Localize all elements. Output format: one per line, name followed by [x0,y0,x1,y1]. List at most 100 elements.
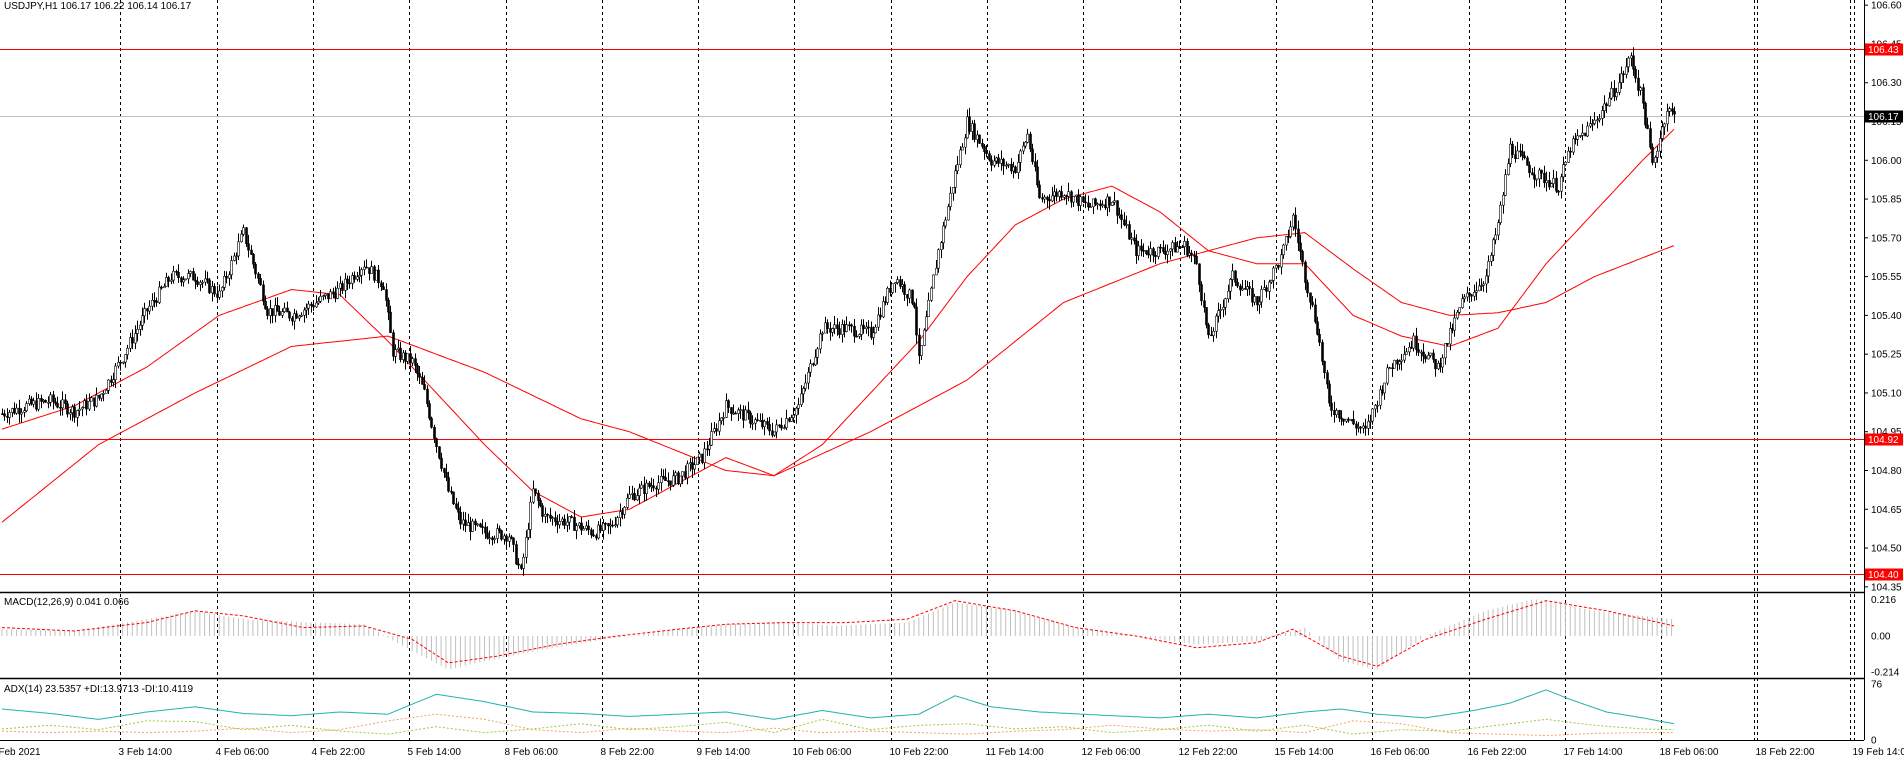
candle-body [387,300,390,313]
candle-body [1067,191,1070,197]
candle-body [177,272,180,278]
candle-body [638,487,641,496]
candle-body [942,225,945,243]
candle-body [476,523,479,526]
candle-body [1473,292,1476,297]
candle-body [802,388,805,395]
candle-body [1260,289,1263,303]
candle-body [228,274,231,279]
candle-body [1014,166,1017,173]
time-label: 8 Feb 06:00 [505,747,559,758]
candle-body [1051,195,1054,202]
current-price-label: 106.17 [1868,112,1899,123]
level-tag-label: 104.92 [1868,435,1899,446]
candle-body [1058,191,1061,197]
candle-body [221,287,224,292]
candle-body [201,281,204,284]
candle-body [517,563,520,566]
candle-body [459,511,462,525]
candle-body [1258,301,1261,306]
current-price-tag [1865,110,1903,123]
candle-body [1084,201,1087,204]
candle-body [242,227,245,235]
candle-body [66,403,69,415]
candle-body [286,307,289,313]
candle-body [1174,242,1177,253]
candle-body [257,273,260,279]
candle-body [599,524,602,531]
candle-body [1371,408,1374,422]
candle-body [445,472,448,478]
candle-body [1456,311,1459,319]
candle-body [566,521,569,526]
candle-body [1362,425,1365,429]
candle-body [1646,124,1649,129]
adx-line-0 [1,689,1675,725]
candle-body [329,291,332,300]
adx-line-1 [1,718,1675,735]
candle-body [1065,195,1068,198]
candle-body [218,290,221,298]
candle-body [775,424,778,433]
candle-body [1598,118,1601,121]
candle-body [1502,194,1505,206]
candle-body [266,308,269,316]
candle-body [923,329,926,346]
candle-body [443,468,446,473]
horizontal-levels[interactable] [0,49,1864,575]
candle-body [1116,200,1119,216]
candle-body [1499,204,1502,223]
candle-body [1263,287,1266,290]
candle-body [18,407,21,415]
candle-body [529,501,532,530]
candle-body [102,393,105,395]
candle-body [1475,290,1478,293]
candle-body [858,334,861,337]
candle-body [505,535,508,542]
candle-body [1060,191,1063,198]
candle-body [353,275,356,280]
candle-body [836,324,839,329]
candle-body [512,537,515,545]
candle-body [1188,252,1191,256]
candle-body [85,400,88,410]
candle-body [1579,135,1582,137]
candle-body [73,406,76,418]
candle-body [15,407,18,414]
candle-body [749,412,752,424]
candle-body [40,398,43,402]
candle-body [1613,87,1616,98]
candle-body [32,400,35,405]
candle-body [394,349,397,357]
adx-tick-label: 76 [1871,679,1883,690]
candle-body [633,493,636,501]
candle-body [360,269,363,276]
candle-body [1070,191,1073,203]
candle-body [944,219,947,227]
time-label: 10 Feb 06:00 [793,747,852,758]
candle-body [377,269,380,284]
time-label: 18 Feb 22:00 [1756,747,1815,758]
candle-body [189,271,192,274]
candle-body [628,494,631,499]
candle-body [44,399,47,403]
candle-body [64,399,67,405]
candle-body [1270,280,1273,283]
candle-body [800,393,803,406]
candle-body [1656,150,1659,158]
candle-body [915,306,918,336]
candle-body [956,164,959,172]
candle-body [1164,251,1167,255]
candle-body [1108,196,1111,206]
candle-body [493,538,496,541]
price-tick-label: 105.70 [1871,233,1902,244]
time-label: 12 Feb 06:00 [1082,747,1141,758]
candle-body [225,276,228,279]
candle-body [416,365,419,374]
candle-body [1463,296,1466,300]
candle-body [1183,241,1186,247]
candle-body [1340,417,1343,420]
candle-body [1140,245,1143,251]
candle-body [1560,176,1563,192]
